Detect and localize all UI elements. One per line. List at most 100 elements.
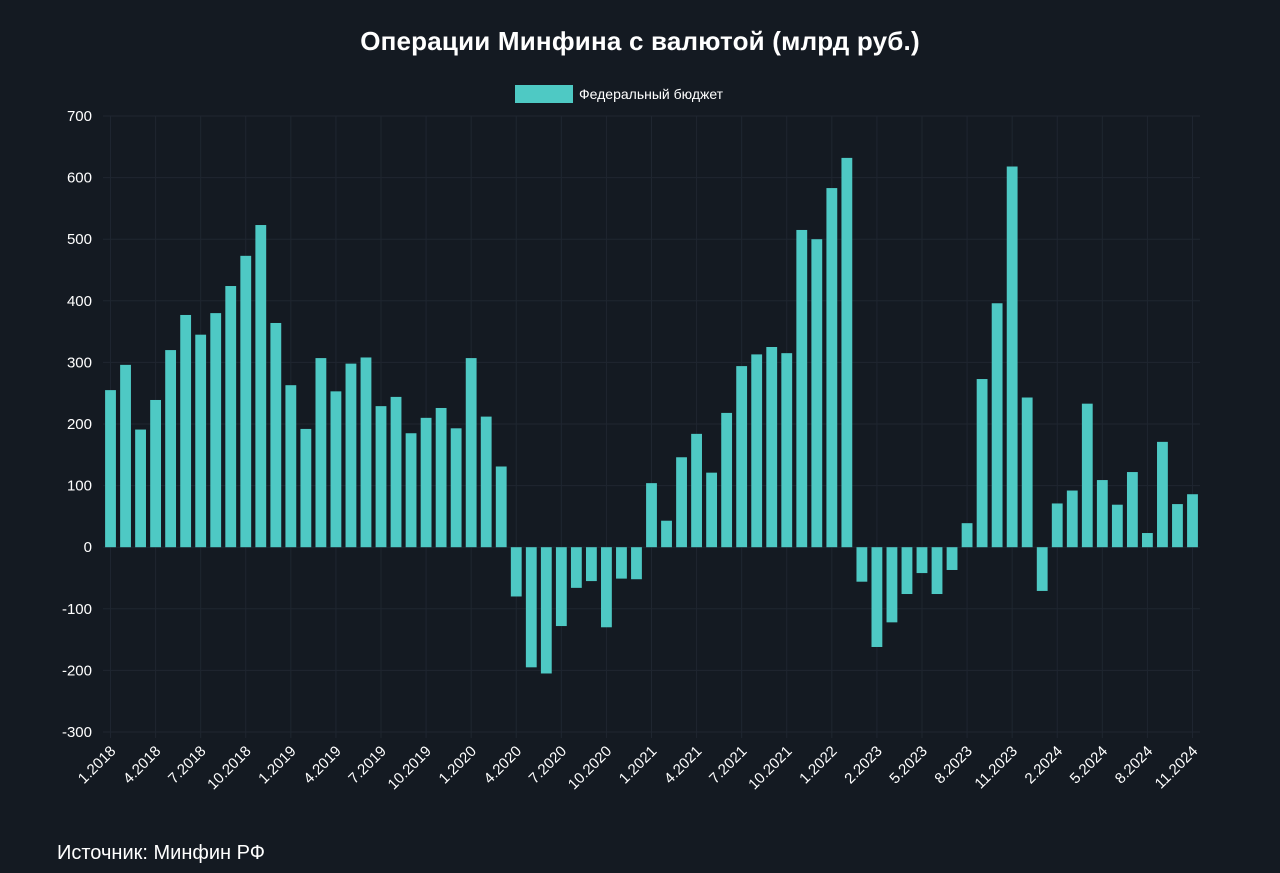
bar[interactable]: 2.2019: 192 xyxy=(300,428,312,548)
x-tick-label: 4.2019 xyxy=(300,743,344,787)
y-tick-label: 300 xyxy=(67,354,92,371)
bar[interactable]: 8.2018: 380 xyxy=(210,313,222,548)
x-tick-label: 7.2020 xyxy=(526,743,570,787)
y-tick-label: -100 xyxy=(62,601,92,618)
bar[interactable]: 2.2021: 43 xyxy=(661,520,672,548)
bar[interactable]: 2.2018: 296 xyxy=(120,364,131,548)
legend-swatch xyxy=(515,85,573,103)
bar[interactable]: 7.2024: 122 xyxy=(1126,472,1138,548)
bar[interactable]: 9.2021: 325 xyxy=(766,347,778,548)
bar[interactable]: 3.2023: -122 xyxy=(886,547,898,623)
y-axis-ticks: 700 600 500 400 300 200 100 0 -100 -200 -300 xyxy=(62,108,92,741)
x-tick-label: 5.2023 xyxy=(886,743,930,787)
bar[interactable]: 4.2020: -80 xyxy=(510,547,522,597)
x-tick-label: 4.2020 xyxy=(481,743,525,787)
x-tick-label: 7.2019 xyxy=(345,743,389,787)
x-tick-label: 10.2020 xyxy=(565,743,615,793)
bar[interactable]: 2.2022: 632 xyxy=(841,157,853,548)
bar[interactable]: 5.2023: -42 xyxy=(916,547,928,574)
bar[interactable]: 2.2024: 71 xyxy=(1051,503,1063,548)
bar[interactable]: 4.2021: 184 xyxy=(691,433,702,548)
bar[interactable]: 11.2020: -51 xyxy=(616,547,627,579)
bar[interactable]: 5.2021: 121 xyxy=(706,472,718,548)
bar[interactable]: 4.2019: 253 xyxy=(330,391,342,548)
y-tick-label: -200 xyxy=(62,662,92,679)
bars: 1.2018: 255 2.2018: 296 3.2018: 191 4.2018:… xyxy=(105,157,1198,674)
bar[interactable]: 12.2018: 364 xyxy=(270,322,282,548)
bar[interactable]: 8.2023: 39 xyxy=(961,523,973,548)
bar[interactable]: 5.2018: 320 xyxy=(165,350,177,548)
bar[interactable]: 8.2020: -66 xyxy=(570,547,582,588)
bar[interactable]: 11.2021: 515 xyxy=(796,229,808,548)
y-tick-label: 400 xyxy=(67,293,92,310)
bar[interactable]: 7.2019: 229 xyxy=(375,406,387,548)
bar[interactable]: 4.2018: 239 xyxy=(150,399,162,548)
bar[interactable]: 6.2020: -205 xyxy=(540,547,552,674)
bar[interactable]: 10.2019: 210 xyxy=(420,417,432,548)
bar[interactable]: 6.2023: -76 xyxy=(931,547,943,595)
bar[interactable]: 10.2021: 315 xyxy=(781,353,793,548)
chart-title: Операции Минфина с валютой (млрд руб.) xyxy=(360,26,920,56)
bar[interactable]: 12.2020: -52 xyxy=(631,547,642,580)
bar[interactable]: 7.2018: 345 xyxy=(195,334,207,548)
bar[interactable]: 3.2020: 131 xyxy=(495,466,507,548)
bar[interactable]: 11.2024: 86 xyxy=(1187,494,1198,548)
bar[interactable]: 9.2019: 185 xyxy=(405,433,417,548)
bar[interactable]: 6.2019: 308 xyxy=(360,357,372,548)
bar[interactable]: 6.2024: 69 xyxy=(1111,504,1123,548)
bar[interactable]: 1.2021: 104 xyxy=(646,483,657,548)
bar[interactable]: 9.2023: 273 xyxy=(976,379,988,548)
bar[interactable]: 12.2019: 193 xyxy=(450,428,462,548)
bar[interactable]: 5.2024: 109 xyxy=(1096,480,1108,548)
y-tick-label: 0 xyxy=(84,539,92,556)
bar[interactable]: 9.2020: -55 xyxy=(585,547,597,582)
bar[interactable]: 2.2023: -162 xyxy=(871,547,883,647)
bar[interactable]: 8.2019: 244 xyxy=(390,396,402,548)
bar[interactable]: 1.2022: 583 xyxy=(826,188,838,548)
y-tick-label: 600 xyxy=(67,170,92,187)
bar[interactable]: 7.2020: -128 xyxy=(555,547,567,627)
bar[interactable]: 6.2021: 218 xyxy=(721,412,733,548)
x-tick-label: 1.2021 xyxy=(616,743,660,787)
y-tick-label: 200 xyxy=(67,416,92,433)
bar[interactable]: 3.2024: 92 xyxy=(1066,490,1078,548)
x-tick-label: 1.2022 xyxy=(796,743,840,787)
bar[interactable]: 3.2021: 146 xyxy=(676,457,687,548)
bar[interactable]: 11.2023: 618 xyxy=(1006,166,1018,548)
bar[interactable]: 7.2021: 294 xyxy=(736,366,748,548)
bar[interactable]: 9.2018: 424 xyxy=(225,286,237,548)
bar[interactable]: 1.2020: 307 xyxy=(465,358,477,548)
bar[interactable]: 10.2023: 396 xyxy=(991,303,1003,548)
y-tick-label: -300 xyxy=(62,724,92,741)
bar[interactable]: 8.2024: 23 xyxy=(1141,533,1153,548)
x-tick-label: 8.2023 xyxy=(931,743,975,787)
bar[interactable]: 10.2020: -130 xyxy=(601,547,612,628)
bar[interactable]: 2.2020: 212 xyxy=(480,416,492,548)
x-tick-label: 5.2024 xyxy=(1067,743,1111,787)
bar[interactable]: 7.2023: -37 xyxy=(946,547,958,570)
bar[interactable]: 11.2019: 226 xyxy=(435,407,447,548)
bar[interactable]: 3.2018: 191 xyxy=(135,429,146,548)
bar[interactable]: 4.2023: -76 xyxy=(901,547,913,595)
bar[interactable]: 3.2019: 307 xyxy=(315,358,327,548)
bar[interactable]: 12.2023: 243 xyxy=(1021,397,1033,548)
bar[interactable]: 1.2023: -56 xyxy=(856,547,868,582)
bar[interactable]: 5.2019: 298 xyxy=(345,363,357,548)
bar[interactable]: 11.2018: 523 xyxy=(255,225,267,548)
bar[interactable]: 1.2024: -71 xyxy=(1036,547,1048,591)
bar[interactable]: 4.2024: 233 xyxy=(1081,403,1093,548)
bar[interactable]: 10.2024: 70 xyxy=(1172,504,1183,548)
bar[interactable]: 5.2020: -195 xyxy=(525,547,537,668)
bar[interactable]: 12.2021: 500 xyxy=(811,239,823,548)
x-tick-label: 7.2018 xyxy=(165,743,209,787)
bar[interactable]: 9.2024: 171 xyxy=(1157,441,1168,548)
chart-legend[interactable]: Федеральный бюджет xyxy=(515,85,723,103)
bar[interactable]: 6.2018: 377 xyxy=(180,314,192,548)
bar[interactable]: 1.2018: 255 xyxy=(105,390,116,548)
bar[interactable]: 10.2018: 473 xyxy=(240,255,252,548)
bar[interactable]: 8.2021: 313 xyxy=(751,354,763,548)
bar[interactable]: 1.2019: 263 xyxy=(285,385,297,548)
y-tick-label: 700 xyxy=(67,108,92,125)
y-tick-label: 500 xyxy=(67,231,92,248)
x-tick-label: 10.2021 xyxy=(745,743,795,793)
